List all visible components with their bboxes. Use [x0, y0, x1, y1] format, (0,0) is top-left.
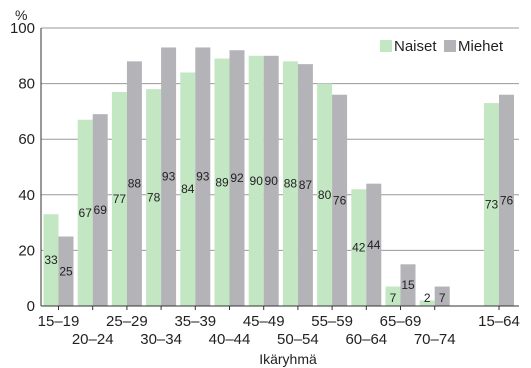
x-tick-label: 30–34: [140, 331, 182, 348]
x-tick-label: 55–59: [311, 313, 353, 330]
x-tick-label: 70–74: [414, 331, 456, 348]
data-label: 90: [265, 174, 279, 188]
x-tick-label: 35–39: [174, 313, 216, 330]
bar-miehet-20–24: [92, 114, 108, 307]
data-label: 33: [44, 253, 58, 267]
bar-naiset-50–54: [282, 61, 298, 306]
y-tick-label: 60: [18, 131, 35, 148]
data-label: 77: [113, 192, 127, 206]
y-tick-label: 20: [18, 242, 35, 259]
x-tick-label: 15–64: [478, 313, 520, 330]
legend-swatch-naiset: [380, 40, 392, 52]
data-label: 80: [318, 188, 332, 202]
legend-swatch-miehet: [444, 40, 456, 52]
data-label: 69: [94, 203, 108, 217]
data-label: 93: [196, 170, 210, 184]
x-axis-label: Ikäryhmä: [259, 351, 317, 367]
bar-miehet-35–39: [195, 47, 211, 307]
data-label: 87: [299, 178, 313, 192]
bar-miehet-70–74: [434, 286, 450, 306]
data-label: 15: [401, 278, 415, 292]
bar-naiset-45–49: [248, 55, 264, 306]
bar-naiset-30–34: [146, 89, 162, 306]
x-tick-label: 65–69: [380, 313, 422, 330]
bar-naiset-70–74: [419, 300, 435, 306]
data-label: 67: [79, 206, 93, 220]
data-label: 93: [162, 170, 176, 184]
data-label: 7: [439, 291, 446, 305]
x-tick-label: 60–64: [345, 331, 387, 348]
y-tick-label: 80: [18, 76, 35, 93]
x-tick-label: 25–29: [106, 313, 148, 330]
y-tick-label: 0: [27, 298, 35, 315]
bars: [43, 47, 514, 307]
bar-naiset-15–64: [484, 103, 499, 306]
bar-miehet-60–64: [366, 183, 382, 306]
bar-naiset-15–19: [43, 214, 59, 306]
data-label: 76: [500, 193, 514, 207]
legend: Naiset Miehet: [380, 38, 504, 55]
bar-naiset-60–64: [351, 189, 367, 306]
axes: 0 20 40 60 80 100 15–1920–2425–2930–3435–3940–…: [10, 20, 520, 348]
y-tick-label: 40: [18, 187, 35, 204]
bar-naiset-40–44: [214, 58, 230, 306]
data-label: 76: [333, 193, 347, 207]
bar-naiset-55–59: [317, 83, 333, 306]
legend-label-naiset: Naiset: [394, 38, 437, 55]
data-label: 88: [284, 177, 298, 191]
bar-naiset-65–69: [385, 286, 401, 306]
x-tick-label: 40–44: [209, 331, 251, 348]
bar-miehet-40–44: [229, 50, 245, 306]
x-tick-label: 15–19: [38, 313, 80, 330]
data-label: 92: [230, 171, 244, 185]
y-tick-label: 100: [10, 20, 35, 37]
bar-naiset-25–29: [111, 91, 127, 306]
bar-miehet-30–34: [161, 47, 177, 307]
data-label: 84: [181, 182, 195, 196]
bar-miehet-15–19: [58, 236, 74, 306]
bar-naiset-20–24: [77, 119, 93, 307]
data-label: 42: [352, 241, 366, 255]
data-label: 2: [424, 291, 431, 305]
data-label: 44: [367, 238, 381, 252]
bar-miehet-25–29: [126, 61, 142, 306]
x-tick-label: 45–49: [243, 313, 285, 330]
bar-miehet-50–54: [297, 64, 313, 306]
data-label: 88: [128, 177, 142, 191]
bar-naiset-35–39: [180, 72, 196, 306]
x-tick-label: 20–24: [72, 331, 114, 348]
data-label: 90: [250, 174, 264, 188]
data-label: 25: [59, 264, 73, 278]
legend-label-miehet: Miehet: [458, 38, 504, 55]
bar-miehet-55–59: [332, 94, 348, 306]
x-tick-label: 50–54: [277, 331, 319, 348]
bar-miehet-65–69: [400, 264, 416, 306]
y-axis-label: %: [15, 7, 27, 23]
data-label: 78: [147, 191, 161, 205]
bar-miehet-15–64: [499, 94, 514, 306]
bar-miehet-45–49: [263, 55, 279, 306]
data-label: 73: [485, 198, 499, 212]
data-label: 7: [390, 291, 397, 305]
data-label: 89: [215, 175, 229, 189]
